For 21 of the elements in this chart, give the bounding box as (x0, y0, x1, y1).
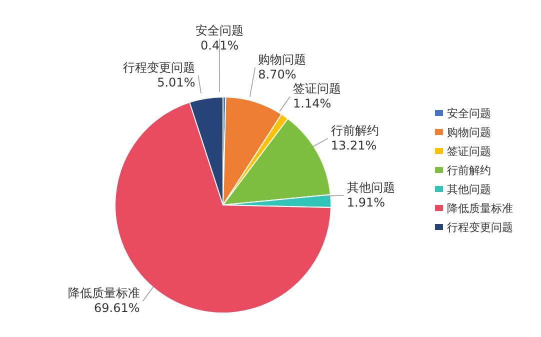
legend-label: 签证问题 (447, 145, 491, 158)
data-label: 8.70% (258, 68, 296, 82)
legend-label: 安全问题 (447, 107, 491, 120)
slice-label: 购物问题 (258, 52, 306, 67)
legend-label: 行程变更问题 (447, 221, 513, 234)
slice-label: 降低质量标准 (68, 286, 140, 300)
data-label: 5.01% (157, 76, 196, 90)
data-label: 13.21% (330, 138, 377, 152)
legend-label: 其他问题 (447, 183, 491, 196)
slice-label: 安全问题 (196, 24, 244, 38)
legend-label: 购物问题 (447, 126, 491, 139)
slice-label: 行前解约 (330, 123, 379, 138)
data-label: 0.41% (200, 38, 239, 53)
data-label: 1.14% (293, 96, 332, 111)
legend-label: 降低质量标准 (447, 202, 513, 215)
slice-label: 其他问题 (346, 180, 395, 194)
data-label: 69.61% (94, 301, 140, 316)
data-label: 1.91% (346, 195, 386, 210)
slice-label: 行程变更问题 (123, 60, 196, 75)
slice-label: 签证问题 (293, 82, 342, 96)
legend-label: 行前解约 (447, 164, 491, 177)
